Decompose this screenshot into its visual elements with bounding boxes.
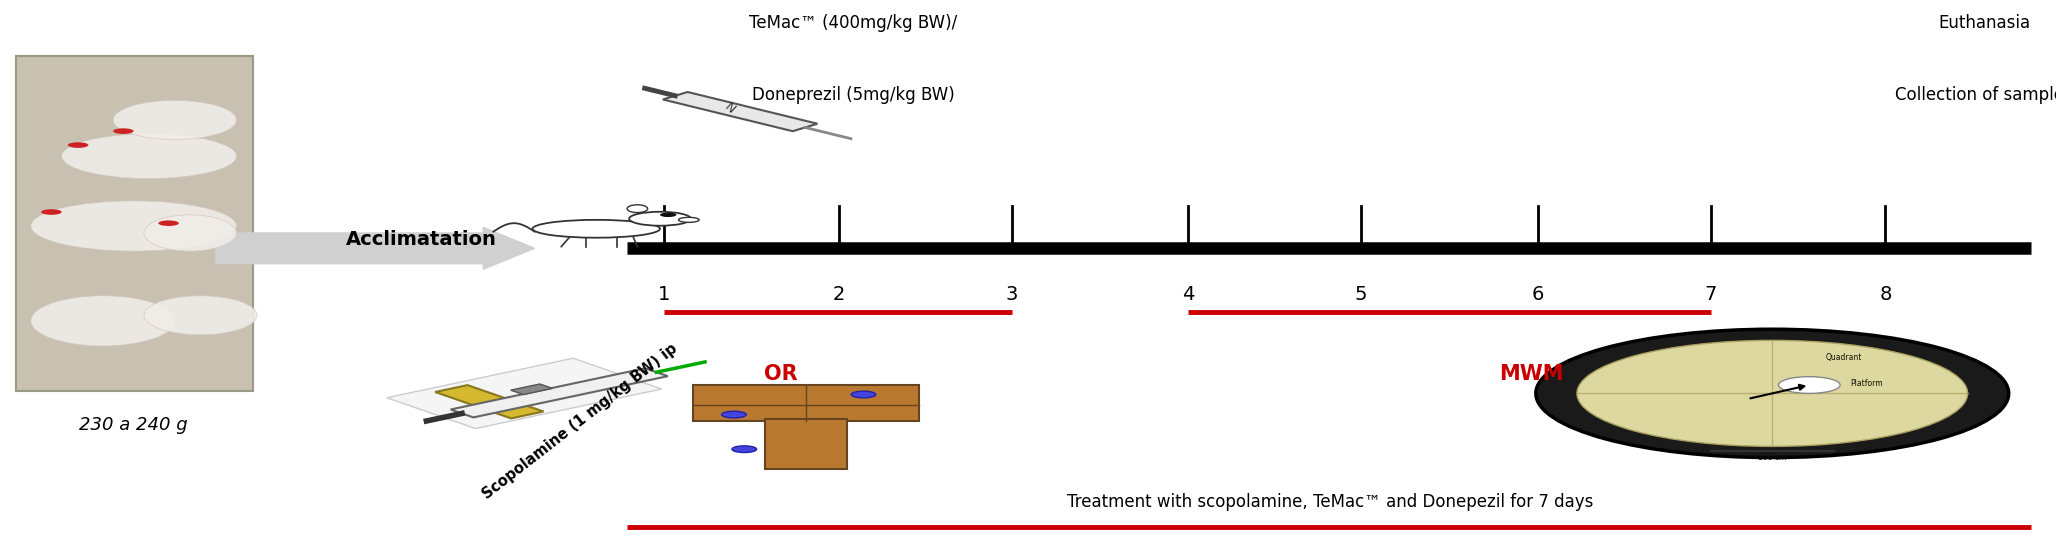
Circle shape <box>158 220 179 226</box>
Text: 5: 5 <box>1355 285 1367 304</box>
Ellipse shape <box>533 220 660 238</box>
Text: 6: 6 <box>1532 285 1544 304</box>
Text: Collection of samples: Collection of samples <box>1896 86 2056 104</box>
Ellipse shape <box>627 205 648 213</box>
Ellipse shape <box>629 211 691 225</box>
Text: MWM: MWM <box>1499 364 1565 384</box>
Polygon shape <box>662 92 818 131</box>
Text: Quadrant: Quadrant <box>1826 353 1863 362</box>
Ellipse shape <box>62 134 236 179</box>
Circle shape <box>1778 377 1840 393</box>
Ellipse shape <box>678 217 699 223</box>
Ellipse shape <box>144 215 236 251</box>
Circle shape <box>113 128 134 134</box>
Text: 2: 2 <box>833 285 845 304</box>
Polygon shape <box>387 358 662 429</box>
Circle shape <box>722 411 746 418</box>
FancyBboxPatch shape <box>765 418 847 469</box>
Circle shape <box>851 391 876 398</box>
Text: Scopolamine (1 mg/kg BW) ip: Scopolamine (1 mg/kg BW) ip <box>479 341 681 502</box>
Text: 8: 8 <box>1879 285 1892 304</box>
FancyArrow shape <box>216 228 535 269</box>
Text: Doneprezil (5mg/kg BW): Doneprezil (5mg/kg BW) <box>752 86 954 104</box>
Polygon shape <box>436 385 543 418</box>
Text: 230 a 240 g: 230 a 240 g <box>80 416 187 434</box>
Text: 7: 7 <box>1704 285 1717 304</box>
Circle shape <box>1577 340 1968 446</box>
Circle shape <box>41 209 62 215</box>
Ellipse shape <box>31 201 236 251</box>
Circle shape <box>732 446 757 453</box>
Text: TeMac™ (400mg/kg BW)/: TeMac™ (400mg/kg BW)/ <box>748 14 958 32</box>
Text: 1: 1 <box>658 285 670 304</box>
Text: Acclimatation: Acclimatation <box>345 230 498 249</box>
Text: 106 cm: 106 cm <box>1758 453 1787 462</box>
Circle shape <box>1536 329 2009 458</box>
Text: 3: 3 <box>1005 285 1018 304</box>
Circle shape <box>68 142 88 148</box>
FancyBboxPatch shape <box>16 56 253 391</box>
Text: OR: OR <box>765 364 798 384</box>
FancyBboxPatch shape <box>693 385 919 421</box>
Ellipse shape <box>113 100 236 140</box>
Ellipse shape <box>144 296 257 335</box>
Ellipse shape <box>31 296 175 346</box>
Circle shape <box>660 213 676 217</box>
Polygon shape <box>450 368 668 417</box>
Text: 4: 4 <box>1182 285 1195 304</box>
Text: Euthanasia: Euthanasia <box>1939 14 2029 32</box>
Polygon shape <box>510 384 553 395</box>
Text: Platform: Platform <box>1850 379 1883 388</box>
Text: N: N <box>722 101 738 117</box>
Text: Treatment with scopolamine, TeMac™ and Donepezil for 7 days: Treatment with scopolamine, TeMac™ and D… <box>1067 493 1593 511</box>
